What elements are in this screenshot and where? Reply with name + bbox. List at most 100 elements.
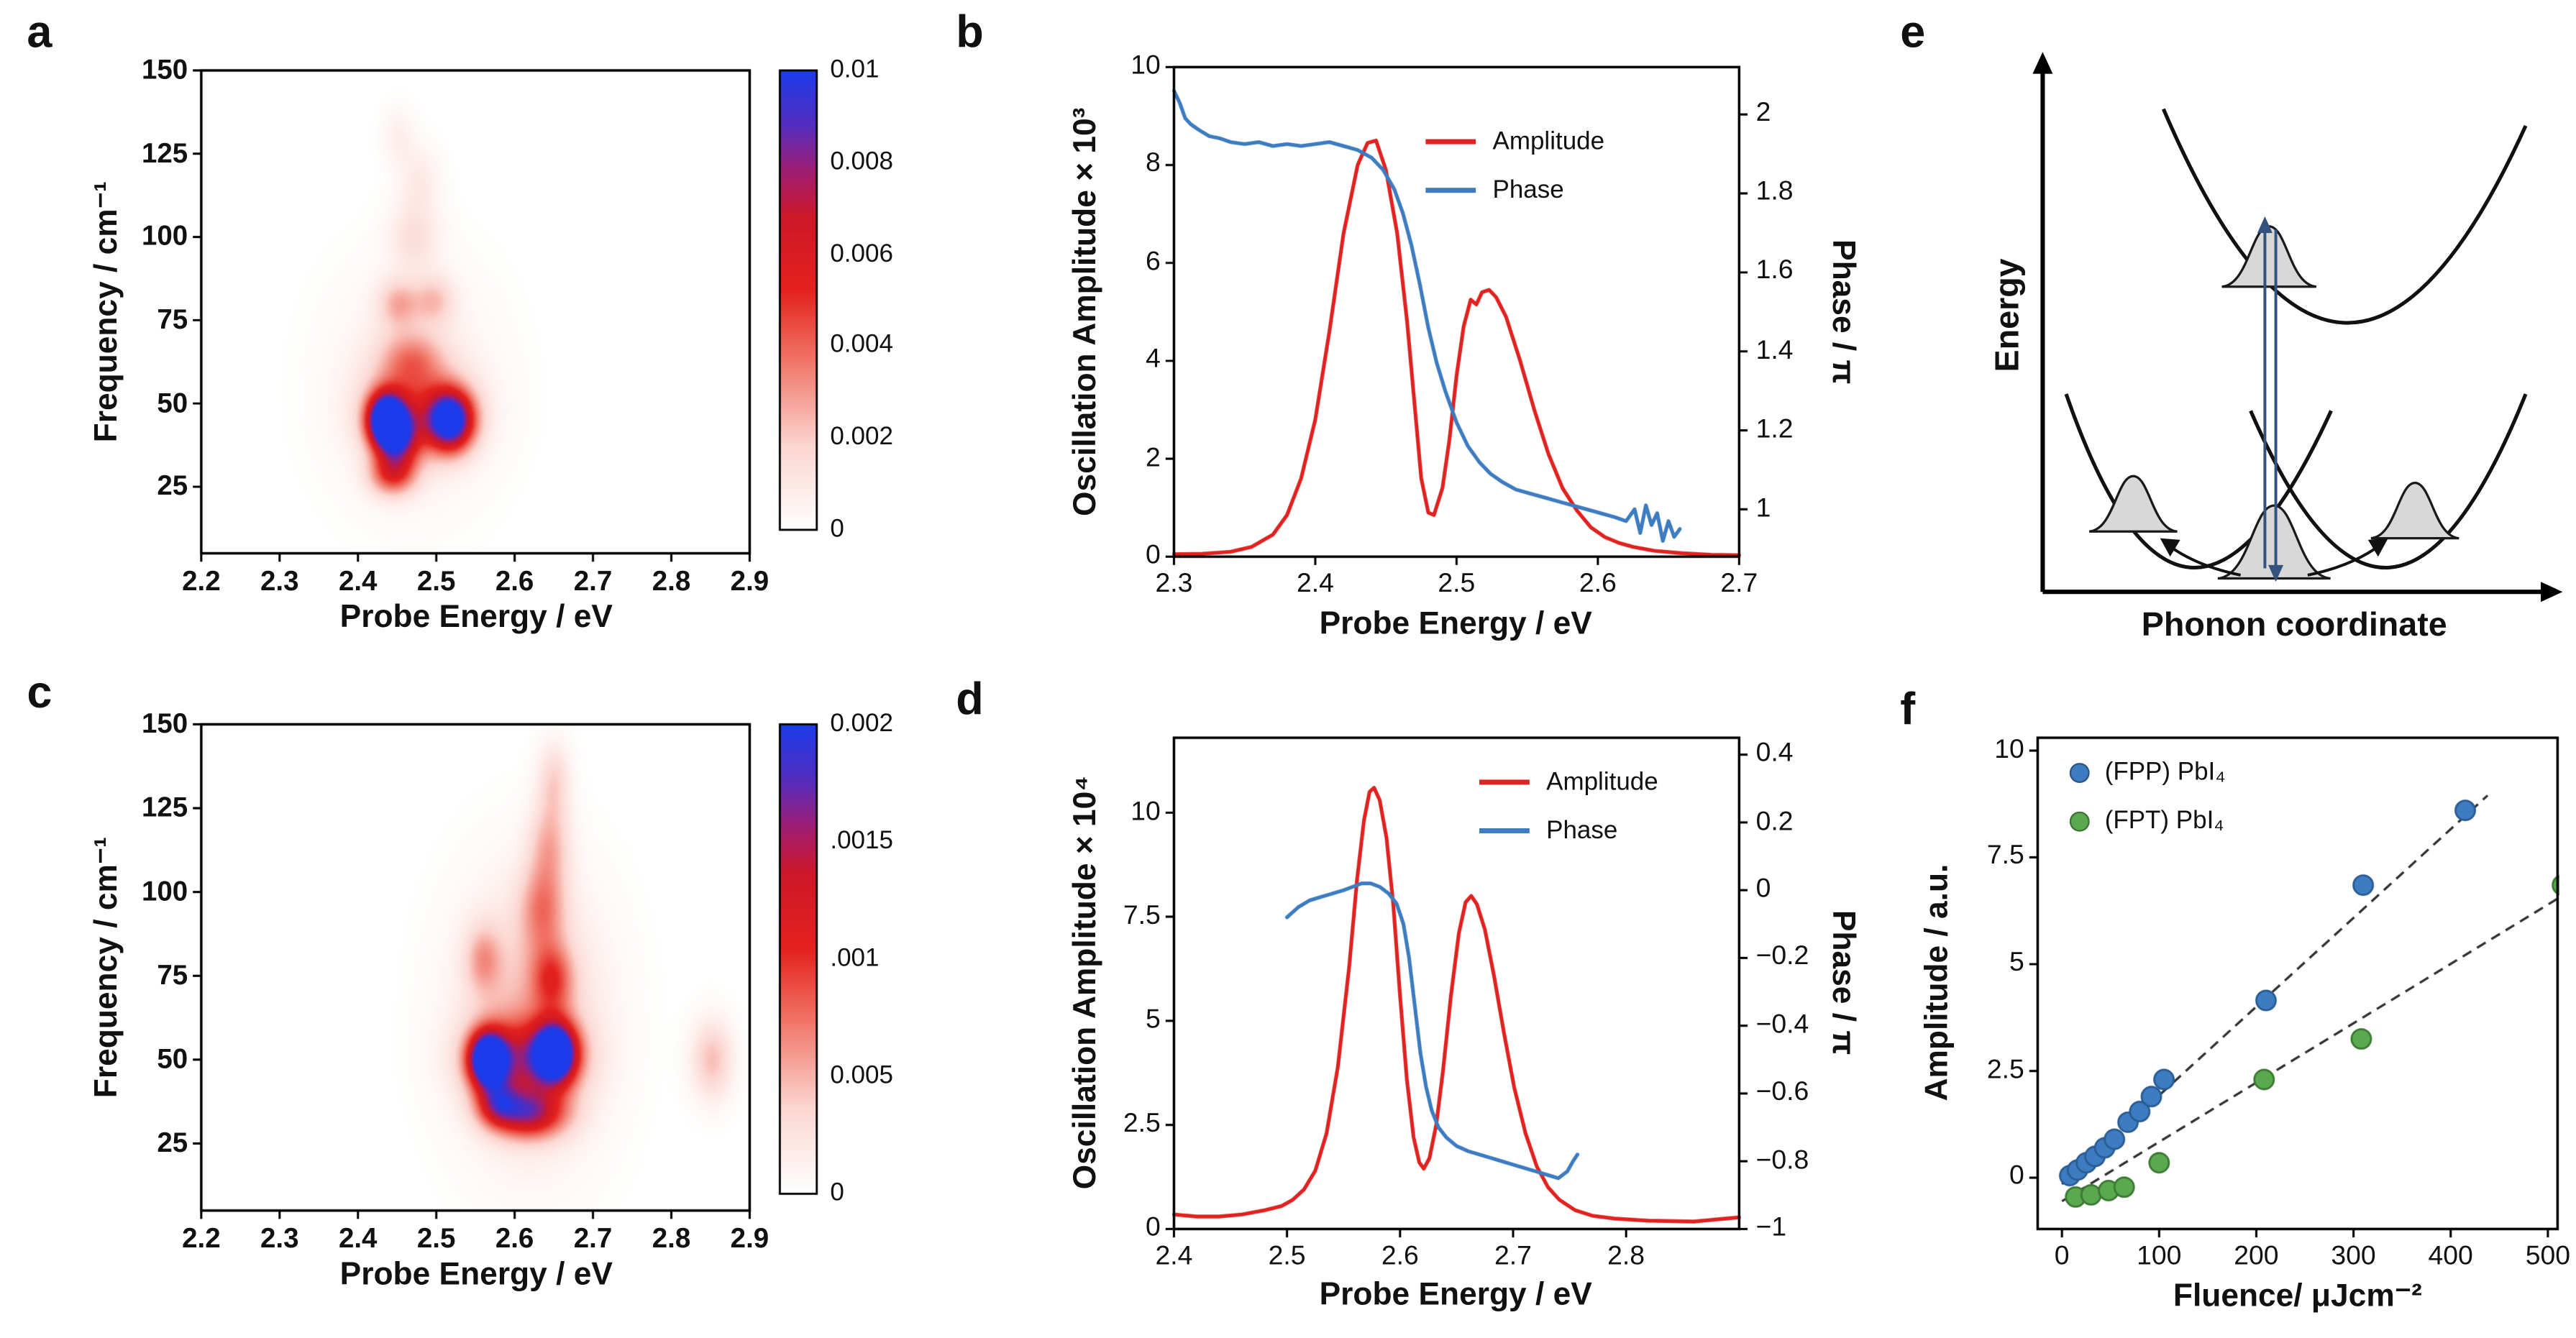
panel-letter-f: f (1900, 684, 1916, 735)
a-ytick-label: 125 (141, 138, 188, 169)
up-arrowhead-icon (2257, 216, 2273, 234)
d-ytick-label: 10 (1131, 797, 1161, 826)
phonon-diagram (2032, 52, 2563, 602)
c-ytick-label: 50 (157, 1044, 188, 1075)
b-rtick-label: 1 (1755, 494, 1771, 523)
a-ytick-label: 75 (157, 305, 188, 336)
diagram-axes (2032, 52, 2563, 602)
c-xtick-label: 2.4 (338, 1224, 378, 1255)
d-rtick-label: −0.4 (1755, 1010, 1809, 1040)
d-legend-label: Amplitude (1546, 768, 1658, 797)
b-rtick-label: 2 (1755, 99, 1771, 128)
f-xtick-label: 200 (2234, 1242, 2279, 1271)
f-ytick-label: 10 (1994, 735, 2024, 764)
a-xtick-label: 2.2 (182, 567, 221, 597)
b-legend: Amplitude Phase (1425, 117, 1604, 214)
wavepacket-ground-center (2218, 505, 2331, 578)
c-xtick-label: 2.7 (573, 1224, 613, 1255)
a-xlabel: Probe Energy / eV (339, 600, 613, 636)
b-ytick-label: 10 (1131, 52, 1161, 81)
b-ylabel-right: Phase / π (1824, 239, 1860, 385)
c-ytick-label: 150 (141, 709, 188, 740)
b-xtick-label: 2.4 (1296, 569, 1334, 599)
c-colorbar-tick-label: .0015 (830, 826, 893, 856)
f-xtick-label: 500 (2525, 1242, 2570, 1271)
f-ytick-label: 2.5 (1986, 1055, 2024, 1085)
f-ytick-label: 0 (2009, 1163, 2024, 1191)
wavepacket-ground-left (2089, 476, 2177, 531)
f-xtick-label: 300 (2331, 1242, 2376, 1271)
f-legend: (FPP) PbI₄ (FPT) PbI₄ (2069, 748, 2226, 846)
f-legend-marker-icon (2069, 761, 2090, 782)
f-ylabel: Amplitude / a.u. (1920, 863, 1956, 1101)
c-ytick-label: 75 (157, 961, 188, 991)
b-ytick-label: 6 (1145, 247, 1161, 277)
c-ytick-label: 125 (141, 793, 188, 824)
c-ytick-label: 25 (157, 1128, 188, 1159)
b-legend-marker-icon (1425, 188, 1476, 193)
d-ylabel-right: Phase / π (1824, 909, 1860, 1055)
d-ytick-label: 7.5 (1123, 902, 1161, 930)
f-ytick-label: 7.5 (1986, 842, 2024, 871)
panel-letter-c: c (27, 667, 52, 718)
d-rtick-label: 0.4 (1755, 739, 1794, 769)
down-arrowhead-icon (2268, 564, 2284, 582)
b-legend-label: Phase (1492, 175, 1564, 205)
f-legend-item: (FPP) PbI₄ (2069, 748, 2226, 797)
b-legend-marker-icon (1425, 139, 1476, 145)
wavepacket-excited (2222, 226, 2316, 287)
panel-letter-b: b (956, 6, 984, 58)
heatmap-c-colorbar (756, 700, 841, 1218)
c-colorbar-tick-label: 0.005 (830, 1061, 893, 1090)
a-xtick-label: 2.8 (652, 567, 691, 597)
b-rtick-label: 1.2 (1755, 415, 1794, 444)
d-legend-marker-icon (1479, 779, 1530, 785)
d-rtick-label: 0 (1755, 875, 1771, 904)
heatmap-a-plot (178, 47, 774, 577)
a-xtick-label: 2.4 (338, 567, 378, 597)
displacement-arrows (2160, 538, 2388, 577)
b-legend-item: Amplitude (1425, 117, 1604, 166)
potential-curves (2064, 108, 2528, 570)
c-xtick-label: 2.9 (730, 1224, 769, 1255)
wavepacket-ground-right (2371, 483, 2459, 539)
ground-state-parabola-right (2249, 393, 2528, 570)
a-colorbar-tick-label: 0.01 (830, 55, 880, 84)
right-arrowhead-icon (2367, 538, 2388, 557)
d-xtick-label: 2.6 (1381, 1242, 1419, 1271)
d-legend-marker-icon (1479, 828, 1530, 834)
c-xlabel: Probe Energy / eV (339, 1257, 613, 1293)
d-ytick-label: 5 (1145, 1005, 1161, 1035)
heatmap-c-plot (178, 700, 774, 1234)
scatter-plot-f (2014, 714, 2576, 1253)
f-legend-item: (FPT) PbI₄ (2069, 797, 2226, 846)
d-legend-item: Phase (1479, 807, 1658, 856)
d-legend-label: Phase (1546, 816, 1618, 846)
c-colorbar-tick-label: 0.002 (830, 709, 893, 738)
f-ytick-label: 5 (2009, 949, 2024, 978)
a-ytick-label: 150 (141, 55, 188, 86)
a-xtick-label: 2.3 (260, 567, 299, 597)
b-rtick-label: 1.8 (1755, 178, 1794, 207)
a-ytick-label: 25 (157, 471, 188, 502)
e-xlabel: Phonon coordinate (2141, 607, 2447, 644)
panel-letter-a: a (27, 6, 52, 58)
a-colorbar-tick-label: 0.006 (830, 239, 893, 268)
b-xtick-label: 2.5 (1438, 569, 1476, 599)
a-colorbar-tick-label: 0.002 (830, 423, 893, 452)
f-legend-label: (FPP) PbI₄ (2104, 758, 2226, 787)
transition-arrows (2257, 216, 2284, 582)
f-xlabel: Fluence/ μJcm⁻² (2173, 1279, 2422, 1315)
f-xtick-label: 400 (2428, 1242, 2473, 1271)
d-ytick-label: 2.5 (1123, 1109, 1161, 1139)
b-ytick-label: 2 (1145, 444, 1161, 472)
wavepackets (2089, 226, 2459, 579)
d-rtick-label: 0.2 (1755, 807, 1794, 836)
left-arrowhead-icon (2160, 538, 2180, 557)
line-plot-b (1150, 43, 1763, 580)
b-xtick-label: 2.3 (1155, 569, 1193, 599)
c-ylabel: Frequency / cm⁻¹ (89, 836, 125, 1099)
a-ytick-label: 100 (141, 221, 188, 252)
a-xtick-label: 2.9 (730, 567, 769, 597)
b-ytick-label: 8 (1145, 150, 1161, 179)
